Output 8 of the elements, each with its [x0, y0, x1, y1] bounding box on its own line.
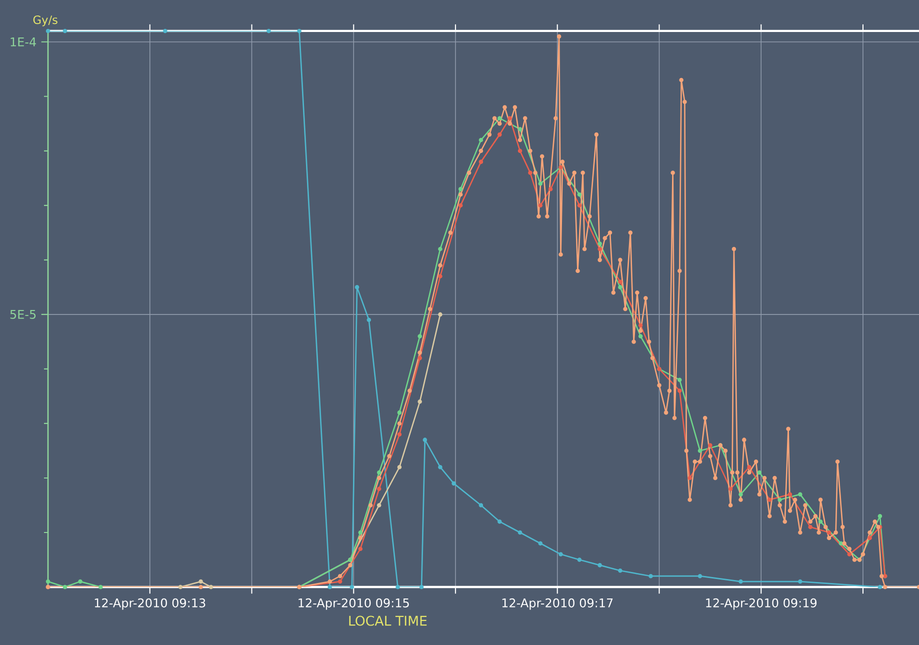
- x-tick-label: 12-Apr-2010 09:17: [502, 598, 613, 610]
- y-tick-label: 1E-4: [10, 38, 36, 46]
- x-tick-label: 12-Apr-2010 09:15: [298, 598, 409, 610]
- x-axis-title: LOCAL TIME: [349, 616, 427, 626]
- x-tick-label: 12-Apr-2010 09:19: [706, 598, 817, 610]
- x-tick-label: 12-Apr-2010 09:13: [94, 598, 206, 610]
- y-axis-title: Gy/s: [33, 16, 58, 26]
- y-tick-label: 5E-5: [10, 310, 36, 319]
